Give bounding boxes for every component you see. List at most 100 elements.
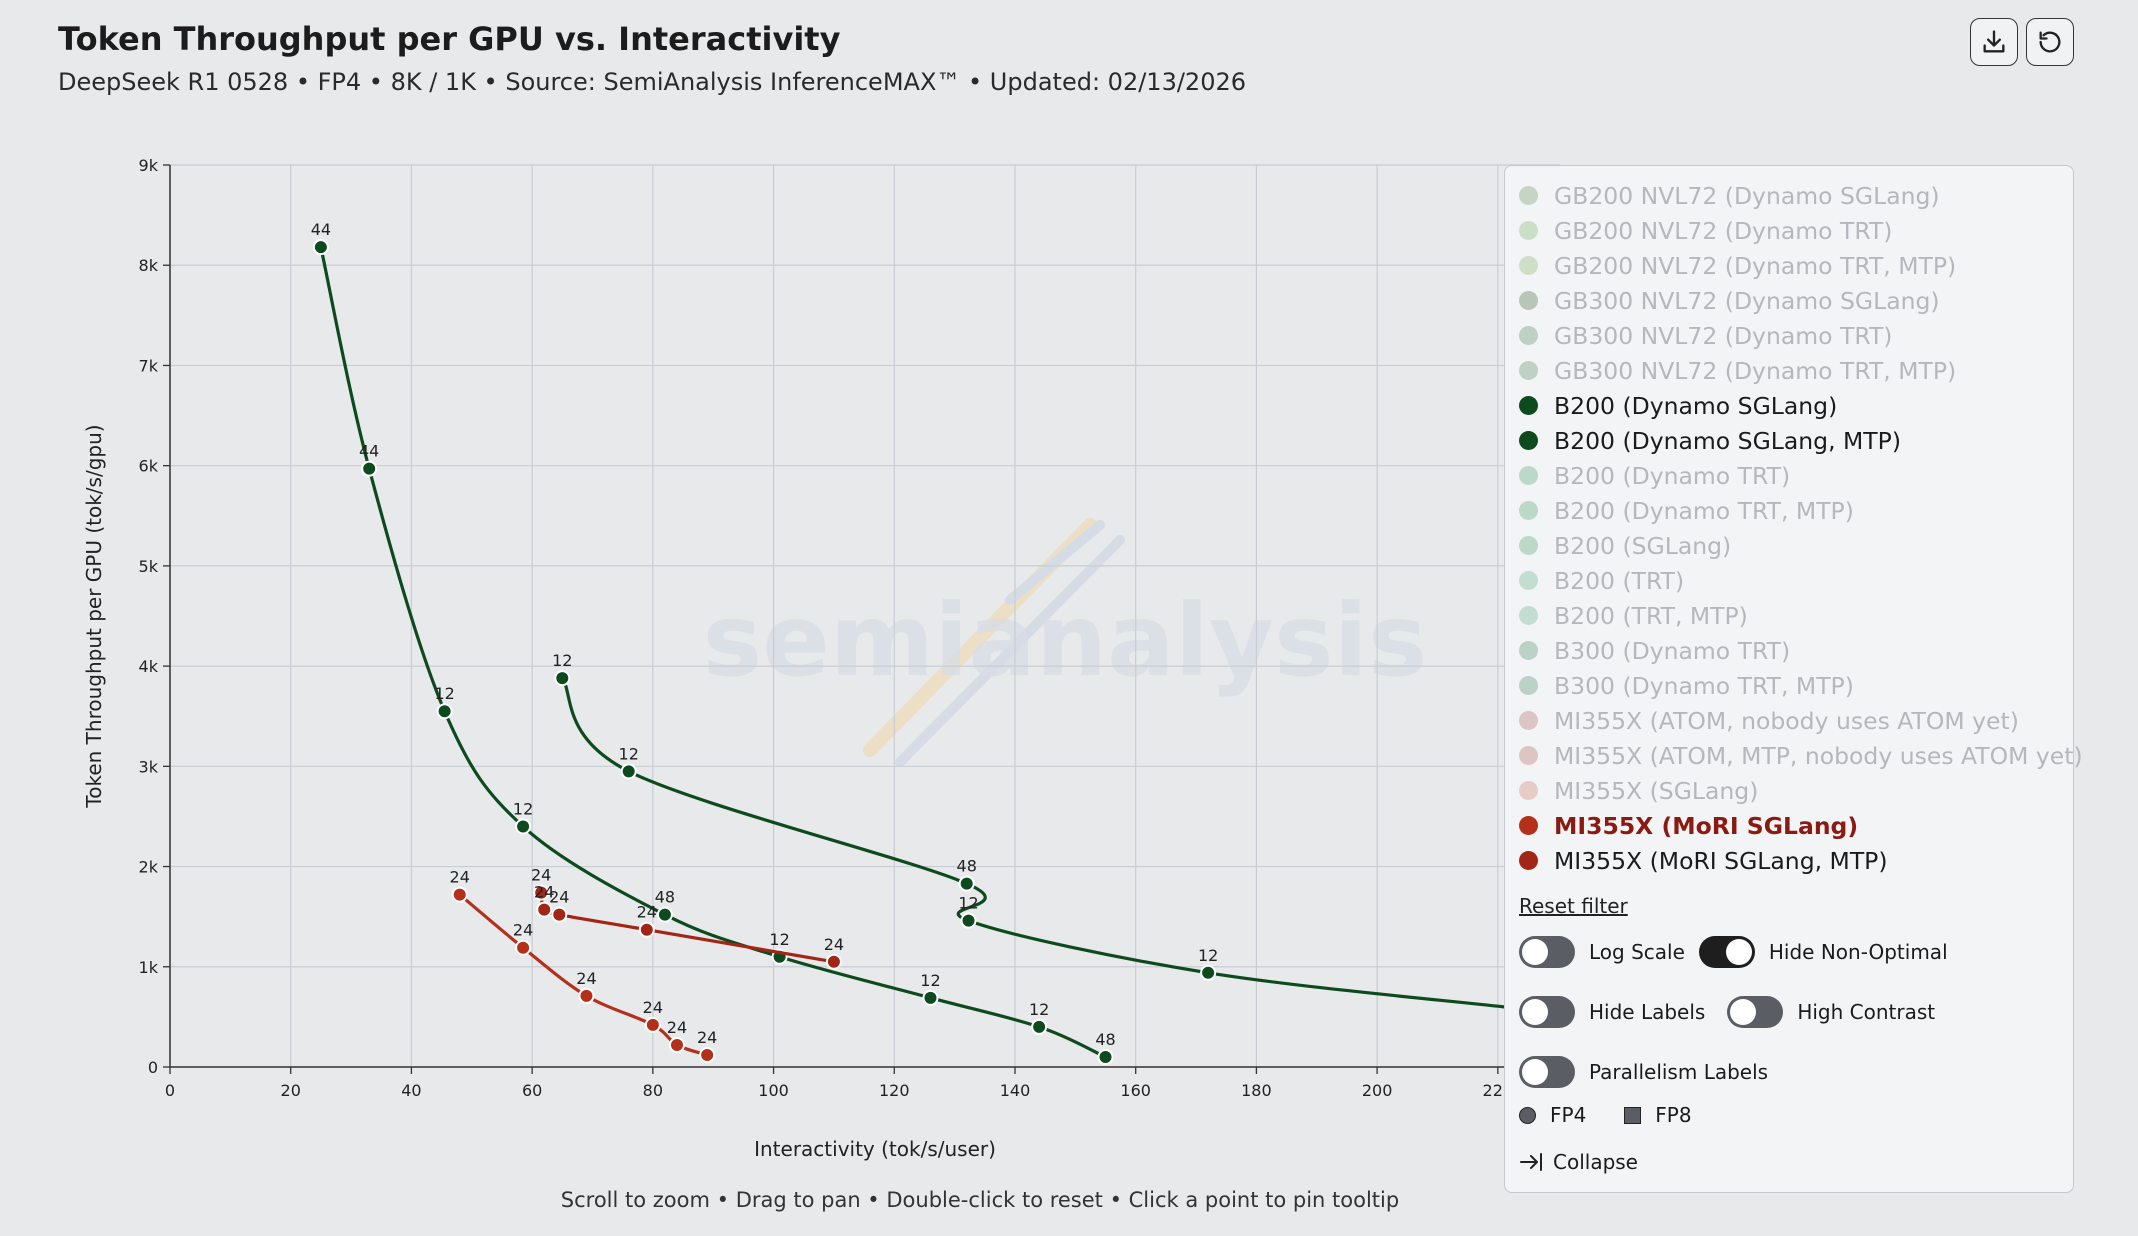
data-point[interactable] <box>825 953 842 970</box>
y-tick-label: 4k <box>139 657 159 676</box>
hide-non-optimal-toggle[interactable] <box>1698 936 1755 968</box>
y-axis-label: Token Throughput per GPU (tok/s/gpu) <box>82 424 106 808</box>
legend-item[interactable]: B200 (Dynamo SGLang) <box>1519 388 2083 423</box>
legend-label: GB200 NVL72 (Dynamo TRT) <box>1554 216 1893 245</box>
data-point[interactable] <box>699 1046 716 1063</box>
data-point[interactable] <box>451 886 468 903</box>
series-line[interactable] <box>319 246 1107 1059</box>
legend-item[interactable]: B200 (Dynamo SGLang, MTP) <box>1519 423 2083 458</box>
chart-subtitle: DeepSeek R1 0528 • FP4 • 8K / 1K • Sourc… <box>58 68 1246 96</box>
log-scale-toggle[interactable] <box>1519 936 1575 968</box>
data-point[interactable] <box>922 989 939 1006</box>
legend-item[interactable]: GB300 NVL72 (Dynamo TRT, MTP) <box>1519 353 2083 388</box>
parallelism-labels-label: Parallelism Labels <box>1589 1060 1769 1084</box>
legend-swatch-icon <box>1519 501 1538 520</box>
legend-swatch-icon <box>1519 221 1538 240</box>
data-point[interactable] <box>1031 1018 1048 1035</box>
data-point[interactable] <box>578 987 595 1004</box>
data-point[interactable] <box>644 1016 661 1033</box>
precision-legend: FP4 FP8 <box>1519 1103 1692 1127</box>
x-tick-label: 20 <box>281 1081 301 1100</box>
legend-label: B200 (TRT) <box>1554 566 1685 595</box>
legend-item[interactable]: MI355X (MoRI SGLang, MTP) <box>1519 843 2083 878</box>
series-line[interactable] <box>539 892 835 964</box>
legend-item[interactable]: GB300 NVL72 (Dynamo SGLang) <box>1519 283 2083 318</box>
legend-item[interactable]: GB200 NVL72 (Dynamo SGLang) <box>1519 178 2083 213</box>
data-point[interactable] <box>554 670 571 687</box>
data-point[interactable] <box>361 460 378 477</box>
data-point[interactable] <box>638 921 655 938</box>
point-label: 12 <box>619 744 639 763</box>
legend-swatch-icon <box>1519 641 1538 660</box>
point-label: 24 <box>450 868 470 887</box>
data-point[interactable] <box>668 1036 685 1053</box>
legend-swatch-icon <box>1519 676 1538 695</box>
legend-item[interactable]: MI355X (MoRI SGLang) <box>1519 808 2083 843</box>
point-label: 12 <box>920 971 940 990</box>
point-label: 24 <box>667 1018 687 1037</box>
y-tick-label: 7k <box>139 356 159 375</box>
high-contrast-toggle[interactable] <box>1727 996 1784 1028</box>
axes: 0 20 40 60 80 100 120 140 160 180 200 22001k2k3k4k5… <box>82 156 1560 1161</box>
toggle-row-1: Log Scale Hide Non-Optimal <box>1519 936 1948 968</box>
series-line[interactable] <box>560 677 1607 1019</box>
data-point[interactable] <box>436 703 453 720</box>
legend-item[interactable]: B200 (Dynamo TRT, MTP) <box>1519 493 2083 528</box>
point-label: 24 <box>697 1028 717 1047</box>
y-tick-label: 0 <box>148 1058 158 1077</box>
data-point[interactable] <box>958 875 975 892</box>
legend-item[interactable]: B200 (TRT, MTP) <box>1519 598 2083 633</box>
fp4-marker-icon <box>1519 1106 1536 1124</box>
data-point[interactable] <box>533 884 550 901</box>
legend-label: MI355X (MoRI SGLang, MTP) <box>1554 846 1888 875</box>
legend-label: B300 (Dynamo TRT, MTP) <box>1554 671 1854 700</box>
data-point[interactable] <box>515 818 532 835</box>
data-point[interactable] <box>960 912 977 929</box>
point-label: 24 <box>576 969 596 988</box>
data-point[interactable] <box>1200 964 1217 981</box>
hide-labels-toggle[interactable] <box>1519 996 1575 1028</box>
legend-item[interactable]: B300 (Dynamo TRT) <box>1519 633 2083 668</box>
legend-item[interactable]: MI355X (ATOM, nobody uses ATOM yet) <box>1519 703 2083 738</box>
legend-item[interactable]: MI355X (ATOM, MTP, nobody uses ATOM yet) <box>1519 738 2083 773</box>
collapse-button[interactable]: Collapse <box>1519 1150 1638 1174</box>
series-0[interactable]: 44 44 12 12 48 12 12 12 48 <box>311 220 1116 1065</box>
point-label: 12 <box>1198 946 1218 965</box>
toggle-row-3: Parallelism Labels <box>1519 1056 1768 1088</box>
legend-item[interactable]: MI355X (SGLang) <box>1519 773 2083 808</box>
legend-item[interactable]: GB200 NVL72 (Dynamo TRT, MTP) <box>1519 248 2083 283</box>
legend-label: GB200 NVL72 (Dynamo SGLang) <box>1554 181 1940 210</box>
interaction-hint: Scroll to zoom • Drag to pan • Double-cl… <box>560 1188 1400 1212</box>
data-point[interactable] <box>1097 1048 1114 1065</box>
data-point[interactable] <box>656 906 673 923</box>
series[interactable]: 4444121248121212481212481212242424242424… <box>311 220 1607 1065</box>
point-label: 44 <box>311 220 331 239</box>
legend-item[interactable]: B200 (SGLang) <box>1519 528 2083 563</box>
data-point[interactable] <box>551 906 568 923</box>
legend-swatch-icon <box>1519 781 1538 800</box>
series-1[interactable]: 12 12 48 12 12 <box>552 651 1607 1019</box>
data-point[interactable] <box>536 901 553 918</box>
data-point[interactable] <box>312 239 329 256</box>
data-point[interactable] <box>620 763 637 780</box>
legend-swatch-icon <box>1519 816 1538 835</box>
legend-label: GB300 NVL72 (Dynamo TRT) <box>1554 321 1893 350</box>
legend-label: B200 (Dynamo TRT, MTP) <box>1554 496 1854 525</box>
legend-item[interactable]: B200 (TRT) <box>1519 563 2083 598</box>
reset-filter-link[interactable]: Reset filter <box>1519 894 1628 918</box>
point-label: 48 <box>1095 1030 1115 1049</box>
legend-item[interactable]: GB200 NVL72 (Dynamo TRT) <box>1519 213 2083 248</box>
download-button[interactable] <box>1970 18 2018 66</box>
reset-view-button[interactable] <box>2026 18 2074 66</box>
legend-item[interactable]: B200 (Dynamo TRT) <box>1519 458 2083 493</box>
data-point[interactable] <box>515 939 532 956</box>
legend-item[interactable]: B300 (Dynamo TRT, MTP) <box>1519 668 2083 703</box>
point-label: 12 <box>769 930 789 949</box>
watermark-stroke <box>1005 520 1105 605</box>
point-label: 12 <box>513 799 533 818</box>
parallelism-labels-toggle[interactable] <box>1519 1056 1575 1088</box>
legend-item[interactable]: GB300 NVL72 (Dynamo TRT) <box>1519 318 2083 353</box>
